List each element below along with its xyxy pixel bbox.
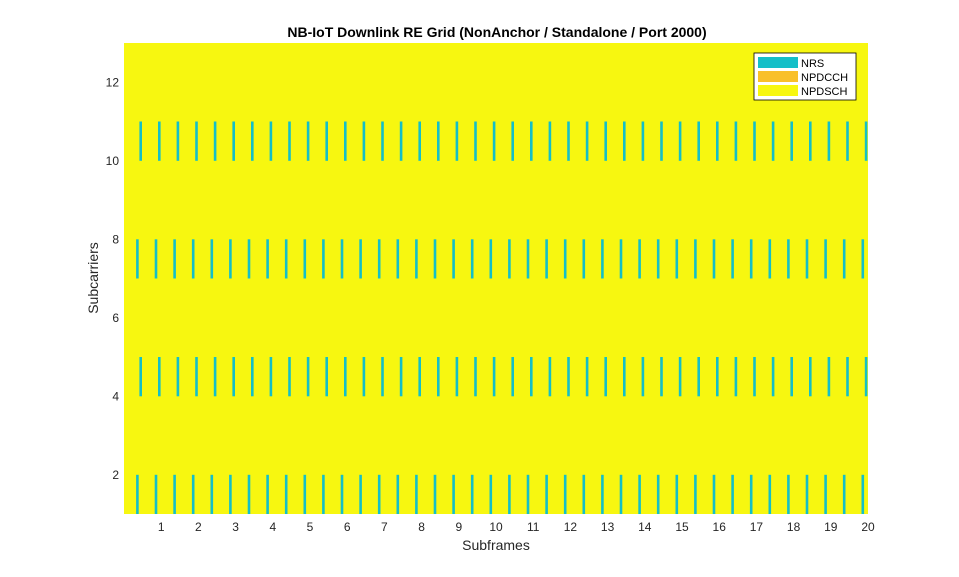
legend-swatch [758,71,798,82]
x-tick-label: 2 [195,520,202,534]
y-tick-label: 6 [112,311,119,325]
x-tick-label: 8 [418,520,425,534]
x-tick-label: 18 [787,520,801,534]
x-tick-label: 3 [232,520,239,534]
x-tick-label: 14 [638,520,652,534]
x-tick-label: 9 [455,520,462,534]
x-axis-ticks: 1 2 3 4 5 6 7 8 9 10 11 12 13 14 15 16 17 18 19 20 [158,520,875,534]
y-axis-ticks: 2 4 6 8 10 12 [106,75,120,482]
y-tick-label: 10 [106,154,120,168]
y-tick-label: 12 [106,75,120,89]
x-tick-label: 20 [861,520,875,534]
legend-label: NRS [801,58,824,70]
x-tick-label: 1 [158,520,165,534]
legend-label: NPDCCH [801,72,848,84]
y-axis-label: Subcarriers [85,242,101,314]
x-tick-label: 4 [269,520,276,534]
x-tick-label: 5 [307,520,314,534]
legend-swatch [758,57,798,68]
x-tick-label: 16 [713,520,727,534]
x-tick-label: 17 [750,520,764,534]
nrs-marks [136,121,868,514]
x-tick-label: 12 [564,520,578,534]
plot-area [124,43,868,514]
x-tick-label: 11 [527,520,540,534]
x-tick-label: 13 [601,520,615,534]
x-tick-label: 19 [824,520,838,534]
legend-swatch [758,85,798,96]
x-axis-label: Subframes [462,537,530,553]
y-tick-label: 4 [112,389,119,403]
x-tick-label: 6 [344,520,351,534]
x-tick-label: 7 [381,520,388,534]
y-tick-label: 8 [112,232,119,246]
legend: NRS NPDCCH NPDSCH [753,52,857,101]
y-tick-label: 2 [112,468,119,482]
x-tick-label: 15 [675,520,689,534]
legend-label: NPDSCH [801,86,848,98]
x-tick-label: 10 [489,520,503,534]
chart-title: NB-IoT Downlink RE Grid (NonAnchor / Sta… [287,24,706,40]
